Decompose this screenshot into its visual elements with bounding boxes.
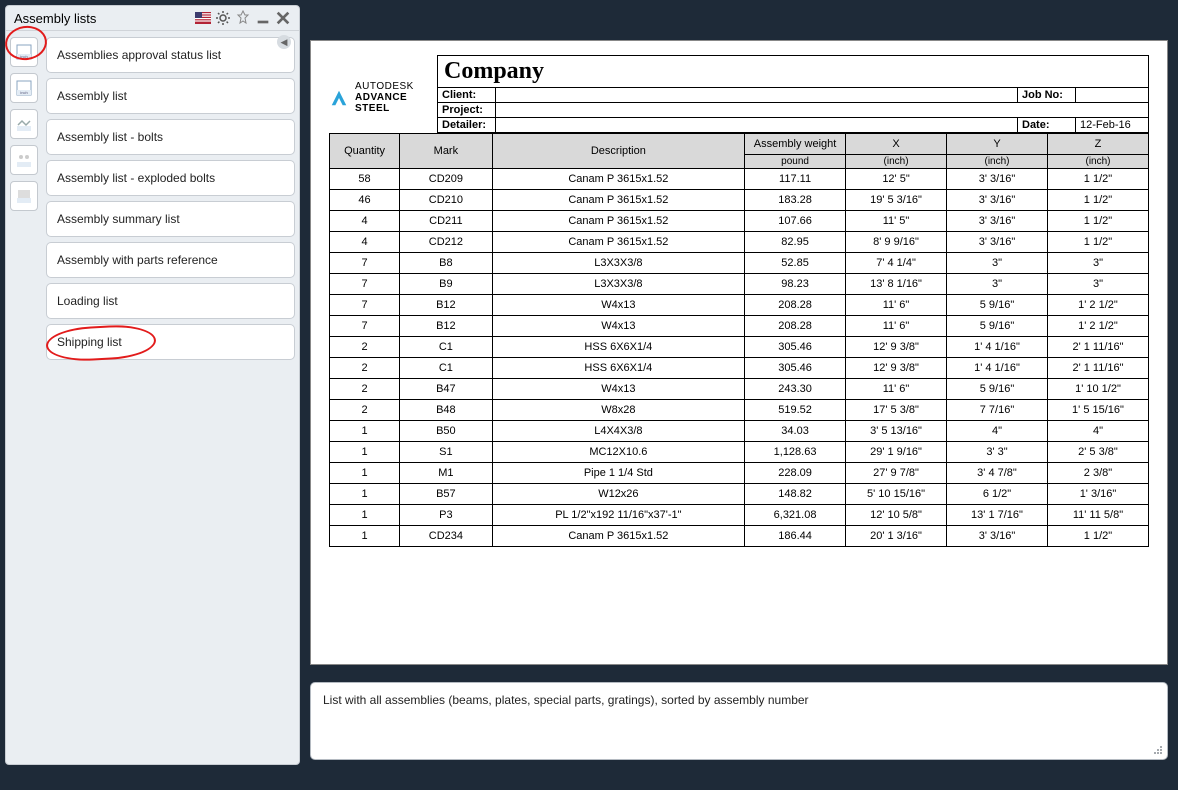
table-row: 2C1HSS 6X6X1/4305.4612' 9 3/8"1' 4 1/16"… [330,358,1149,379]
col-unit: (inch) [947,155,1048,169]
template-icon-4[interactable] [10,145,38,175]
pin-icon[interactable] [235,10,251,26]
table-row: 2B48W8x28519.5217' 5 3/8"7 7/16"1' 5 15/… [330,400,1149,421]
logo-text: AUTODESK ADVANCE STEEL [355,81,437,114]
col-header: Mark [400,134,493,169]
sidebar-item-4[interactable]: Assembly summary list [46,201,295,237]
template-icon-5[interactable] [10,181,38,211]
date-label: Date: [1018,118,1076,132]
col-header: Y [947,134,1048,155]
report-table: QuantityMarkDescriptionAssembly weightXY… [329,133,1149,547]
table-row: 1B57W12x26148.825' 10 15/16"6 1/2"1' 3/1… [330,484,1149,505]
template-icon-2[interactable]: inch [10,73,38,103]
client-label: Client: [438,88,496,103]
collapse-icon[interactable]: ◀ [277,35,291,49]
client-value [496,88,1018,103]
sidebar-item-2[interactable]: Assembly list - bolts [46,119,295,155]
table-row: 2C1HSS 6X6X1/4305.4612' 9 3/8"1' 4 1/16"… [330,337,1149,358]
table-row: 1B50L4X4X3/834.033' 5 13/16"4"4" [330,421,1149,442]
project-value [496,103,1148,118]
autodesk-logo-icon [329,87,349,109]
table-row: 1P3PL 1/2"x192 11/16"x37'-1"6,321.0812' … [330,505,1149,526]
status-text: List with all assemblies (beams, plates,… [323,693,809,707]
col-header: X [846,134,947,155]
table-row: 7B9L3X3X3/898.2313' 8 1/16"3"3" [330,274,1149,295]
sidebar-item-0[interactable]: Assemblies approval status list [46,37,295,73]
svg-text:inch: inch [20,54,27,59]
flag-icon[interactable] [195,10,211,26]
jobno-label: Job No: [1018,88,1076,103]
sidebar-item-1[interactable]: Assembly list [46,78,295,114]
sidebar-title: Assembly lists [14,11,96,26]
status-panel: List with all assemblies (beams, plates,… [310,682,1168,760]
table-row: 4CD211Canam P 3615x1.52107.6611' 5"3' 3/… [330,211,1149,232]
sidebar-item-6[interactable]: Loading list [46,283,295,319]
template-icon-1[interactable]: inch [10,37,38,67]
resize-grip-icon[interactable] [1151,743,1163,755]
table-row: 7B12W4x13208.2811' 6"5 9/16"1' 2 1/2" [330,295,1149,316]
col-unit: (inch) [1047,155,1148,169]
table-row: 1S1MC12X10.61,128.6329' 1 9/16"3' 3"2' 5… [330,442,1149,463]
col-unit: pound [745,155,846,169]
date-value: 12-Feb-16 [1076,118,1148,132]
table-row: 1CD234Canam P 3615x1.52186.4420' 1 3/16"… [330,526,1149,547]
table-row: 7B12W4x13208.2811' 6"5 9/16"1' 2 1/2" [330,316,1149,337]
col-header: Z [1047,134,1148,155]
sidebar-icon-column: inch inch [10,37,40,360]
minimize-icon[interactable] [255,10,271,26]
template-icon-3[interactable] [10,109,38,139]
sidebar-item-3[interactable]: Assembly list - exploded bolts [46,160,295,196]
report-preview: AUTODESK ADVANCE STEEL Company Client: J… [310,40,1168,665]
jobno-value [1076,88,1148,103]
detailer-value [496,118,1018,132]
col-header: Description [492,134,744,169]
table-row: 4CD212Canam P 3615x1.5282.958' 9 9/16"3'… [330,232,1149,253]
gear-icon[interactable] [215,10,231,26]
col-header: Quantity [330,134,400,169]
sidebar-titlebar: Assembly lists [6,6,299,31]
table-row: 46CD210Canam P 3615x1.52183.2819' 5 3/16… [330,190,1149,211]
table-row: 2B47W4x13243.3011' 6"5 9/16"1' 10 1/2" [330,379,1149,400]
col-unit: (inch) [846,155,947,169]
table-row: 1M1Pipe 1 1/4 Std228.0927' 9 7/8"3' 4 7/… [330,463,1149,484]
table-row: 7B8L3X3X3/852.857' 4 1/4"3"3" [330,253,1149,274]
svg-text:inch: inch [20,90,27,95]
sidebar-item-7[interactable]: Shipping list [46,324,295,360]
report-company: Company [438,56,1148,88]
table-row: 58CD209Canam P 3615x1.52117.1112' 5"3' 3… [330,169,1149,190]
col-header: Assembly weight [745,134,846,155]
project-label: Project: [438,103,496,118]
sidebar-panel: Assembly lists inch inch [5,5,300,765]
close-icon[interactable] [275,10,291,26]
detailer-label: Detailer: [438,118,496,132]
sidebar-item-5[interactable]: Assembly with parts reference [46,242,295,278]
